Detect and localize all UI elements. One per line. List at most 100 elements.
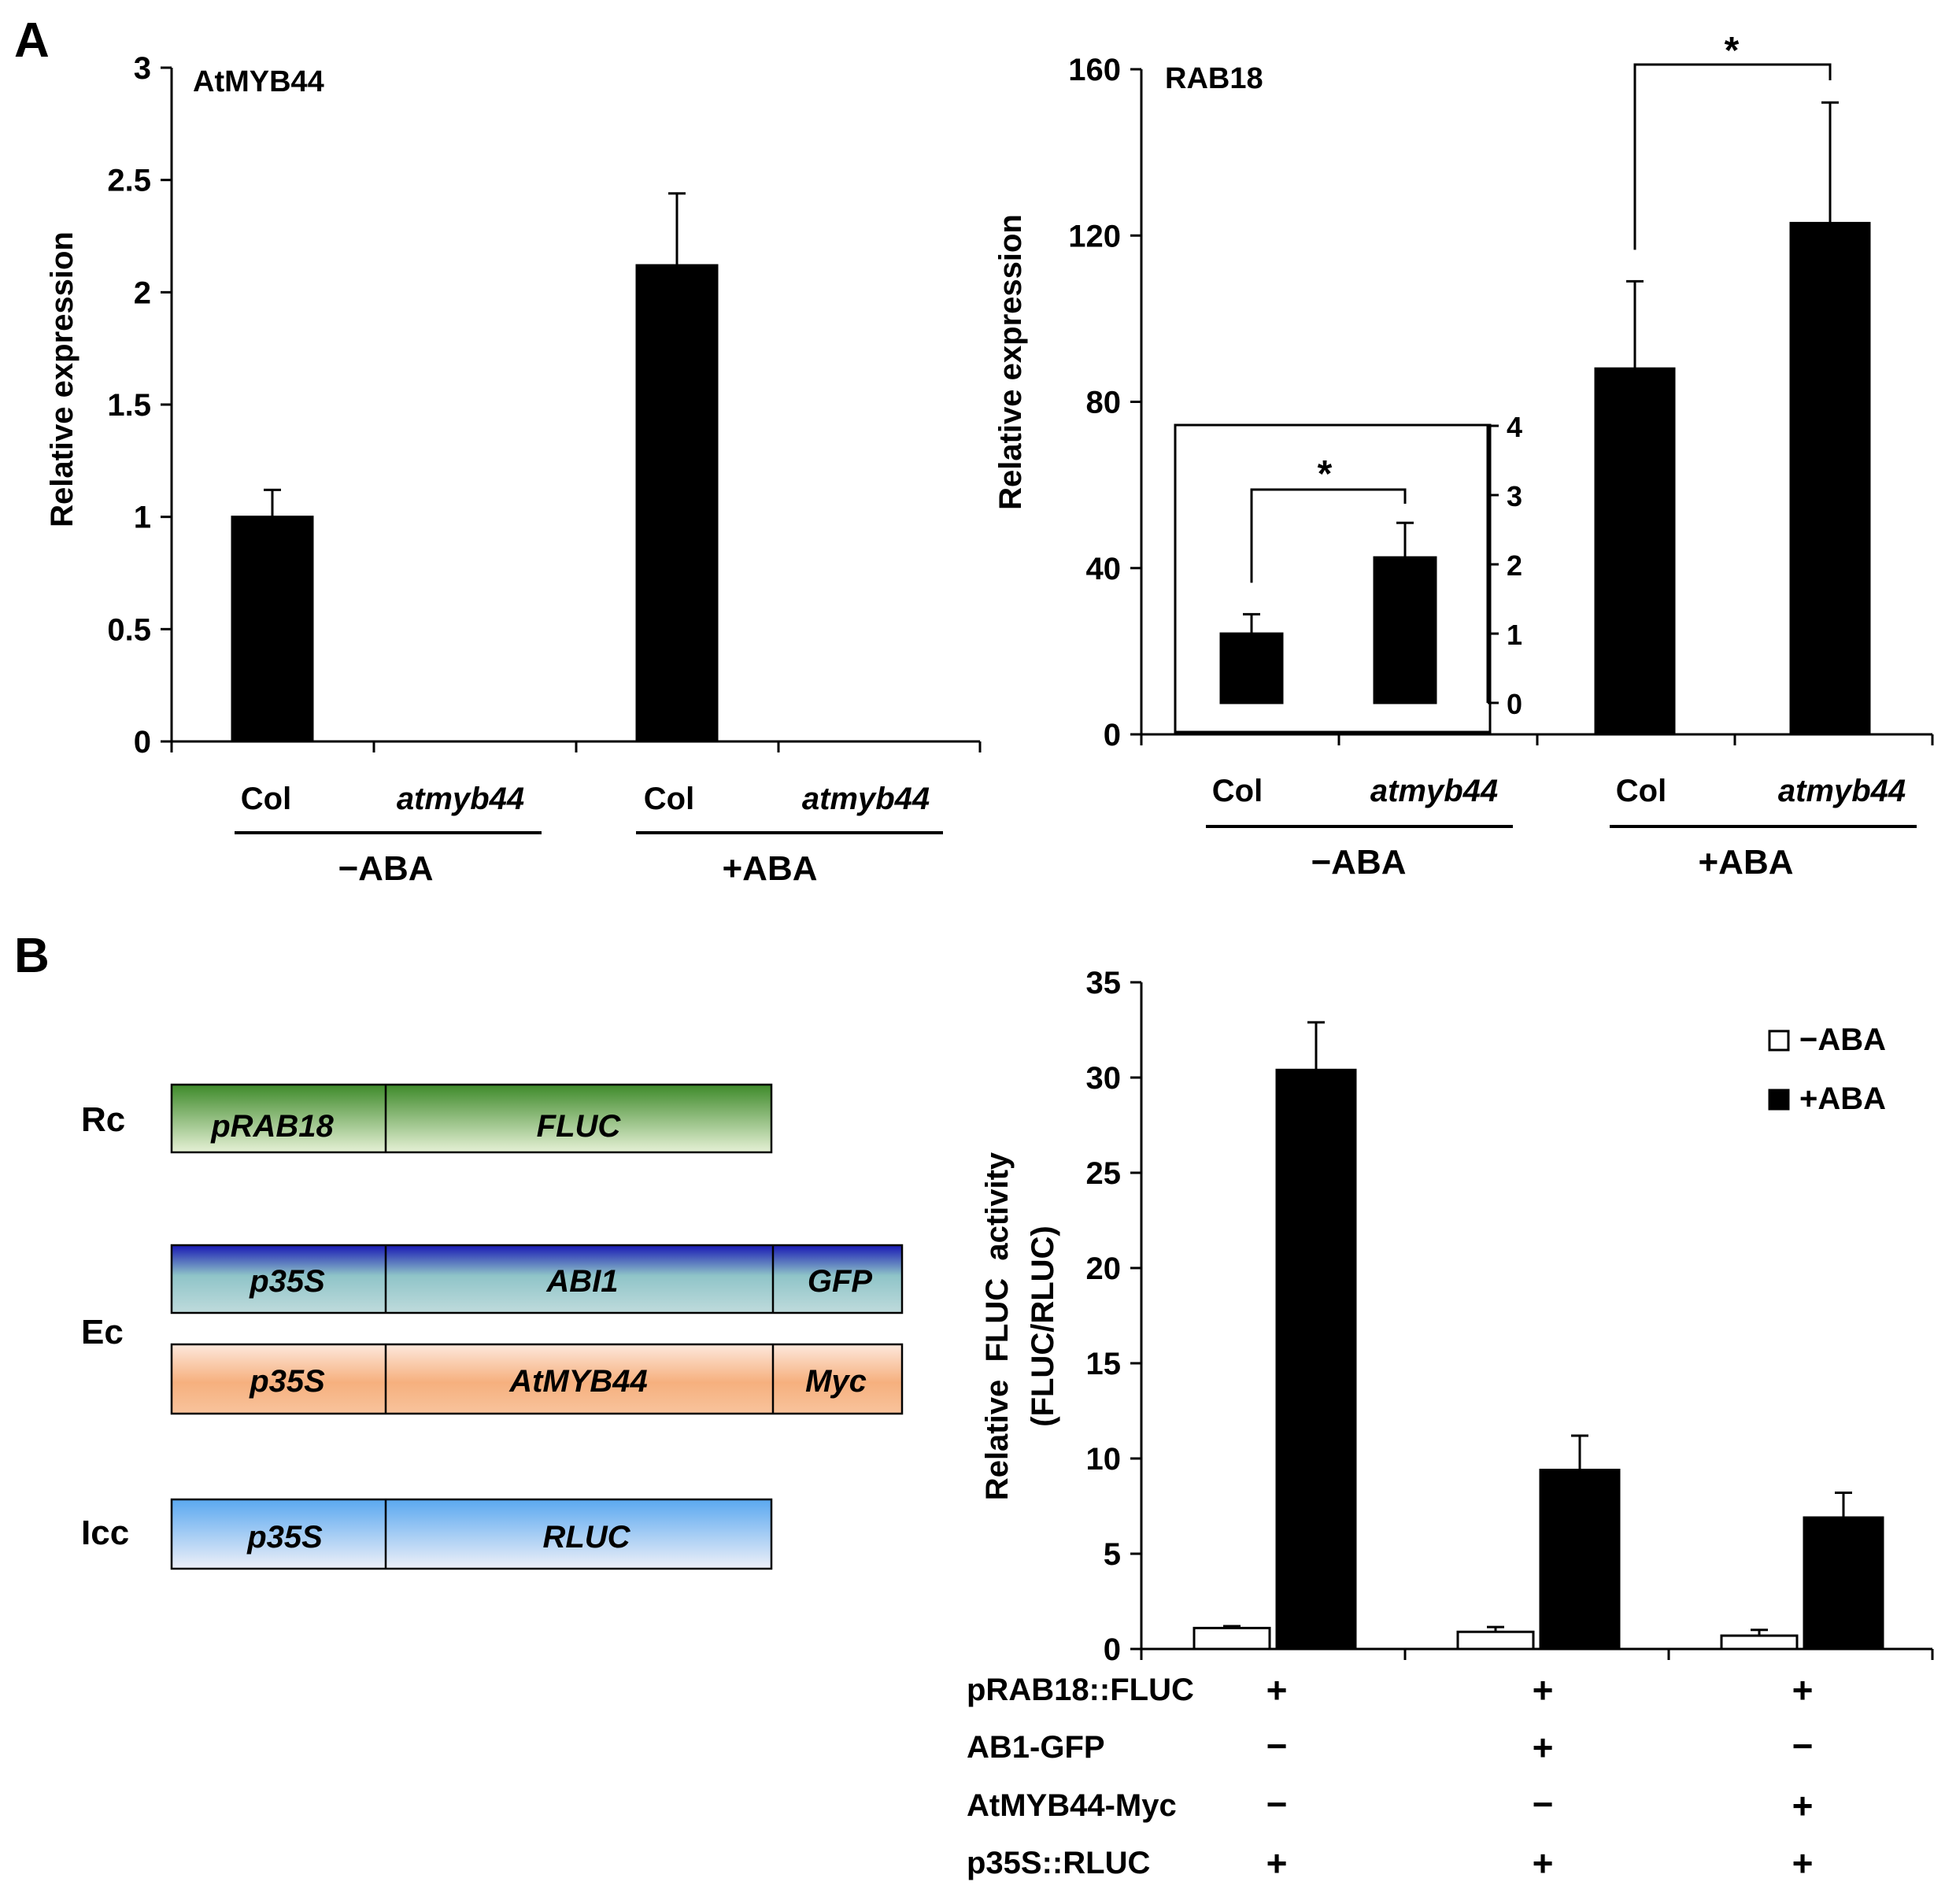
construct-rc: pRAB18 FLUC (170, 1083, 773, 1154)
chart-fluc-bar-minus-aba-1 (1193, 1626, 1271, 1651)
table-cell-1-3: + (1792, 1669, 1814, 1710)
chart-atmyb44-ytick-label-0: 0 (134, 725, 151, 760)
chart-fluc-ytick-label-1: 5 (1104, 1537, 1121, 1572)
chart-fluc-ytick-label-4: 20 (1086, 1251, 1122, 1286)
table-row-label-2: AB1-GFP (967, 1730, 1105, 1765)
table-row-label-3: AtMYB44-Myc (967, 1788, 1177, 1823)
chart-fluc-ytick-label-6: 30 (1086, 1061, 1122, 1096)
construct-ec-abi1-seg-1: p35S (249, 1264, 325, 1299)
chart-atmyb44-ytick-label-3: 1.5 (107, 388, 151, 423)
table-row-label-1: pRAB18::FLUC (967, 1673, 1194, 1707)
chart-atmyb44-cat-2: atmyb44 (397, 782, 524, 816)
chart-rab18-ylabel: Relative expression (993, 214, 1028, 510)
legend-label-minus-aba: −ABA (1799, 1022, 1886, 1057)
table-cell-2-1: − (1266, 1725, 1288, 1766)
construct-icc-seg-2: RLUC (542, 1520, 630, 1555)
construct-rc-bar (170, 1083, 773, 1154)
chart-rab18-significance-bracket (1633, 63, 1832, 250)
chart-atmyb44-cat-3: Col (644, 782, 694, 816)
chart-fluc-legend: −ABA +ABA (1768, 1022, 1886, 1116)
construct-ec-abi1-seg-3: GFP (808, 1264, 873, 1299)
chart-rab18-cat-1: Col (1212, 774, 1263, 808)
chart-fluc-table: pRAB18::FLUC AB1-GFP AtMYB44-Myc p35S::R… (967, 1669, 1813, 1884)
chart-rab18-ytick-label-1: 40 (1086, 552, 1122, 586)
table-cell-1-1: + (1266, 1669, 1288, 1710)
chart-atmyb44-group-1: −ABA (338, 849, 433, 888)
chart-rab18-inset-significance-bracket (1250, 488, 1407, 583)
chart-rab18-group-2: +ABA (1698, 843, 1793, 882)
legend-swatch-plus-aba (1768, 1089, 1790, 1111)
construct-rc-seg-2: FLUC (537, 1109, 622, 1144)
construct-ec-atmyb44-bar (170, 1343, 904, 1415)
chart-atmyb44-ytick-label-4: 2 (134, 275, 151, 310)
chart-rab18-marks: 0 40 80 120 160 0 1 2 3 4 (1068, 53, 1934, 752)
chart-fluc-ylabel2: (FLUC/RLUC) (1026, 1226, 1060, 1427)
construct-label-icc: Icc (81, 1514, 129, 1552)
chart-rab18-inset-ytick-label-0: 0 (1507, 688, 1522, 720)
chart-fluc-ytick-label-3: 15 (1086, 1347, 1122, 1381)
chart-rab18-inset-ytick-label-1: 1 (1507, 619, 1522, 651)
chart-rab18-inset-significance: * (1318, 453, 1333, 495)
construct-ec-atmyb44-seg-3: Myc (805, 1364, 867, 1399)
construct-icc-bar (170, 1498, 773, 1570)
chart-rab18-ytick-label-2: 80 (1086, 386, 1122, 420)
panel-label-b: B (14, 929, 50, 983)
chart-atmyb44-cat-4: atmyb44 (802, 782, 930, 816)
legend-label-plus-aba: +ABA (1799, 1081, 1886, 1116)
chart-rab18-cat-2: atmyb44 (1370, 774, 1498, 808)
table-cell-2-2: + (1533, 1727, 1554, 1768)
chart-atmyb44-ytick-label-5: 2.5 (107, 164, 151, 198)
chart-rab18-inset-ytick-label-4: 4 (1507, 411, 1522, 443)
construct-ec-abi1-seg-2: ABI1 (545, 1264, 618, 1299)
construct-rc-seg-1: pRAB18 (210, 1109, 334, 1144)
table-cell-1-2: + (1533, 1669, 1554, 1710)
chart-fluc-ylabel: Relative FLUC activity (980, 1152, 1015, 1500)
chart-rab18-bar-3 (1594, 367, 1676, 736)
construct-icc-seg-1: p35S (246, 1520, 323, 1555)
chart-atmyb44: 0 0.5 1 1.5 2 2.5 3 AtMYB44 Relative expressio… (45, 51, 982, 888)
chart-rab18-bar-4 (1789, 221, 1871, 736)
chart-rab18-inset-ytick-label-3: 3 (1507, 480, 1522, 512)
table-cell-3-1: − (1266, 1784, 1288, 1825)
chart-atmyb44-group-2: +ABA (722, 849, 817, 888)
chart-rab18-ytick-label-4: 160 (1068, 53, 1121, 87)
chart-rab18-significance: * (1725, 30, 1740, 72)
table-cell-3-2: − (1533, 1784, 1554, 1825)
construct-ec-abi1-bar (170, 1244, 904, 1314)
legend-swatch-minus-aba (1768, 1030, 1790, 1052)
chart-atmyb44-ytick-label-1: 0.5 (107, 612, 151, 647)
table-cell-3-3: + (1792, 1785, 1814, 1826)
chart-fluc-ytick-label-5: 25 (1086, 1156, 1122, 1191)
chart-rab18-cat-4: atmyb44 (1778, 774, 1906, 808)
construct-ec-atmyb44: p35S AtMYB44 Myc (170, 1343, 904, 1415)
chart-fluc: 0 5 10 15 20 25 30 35 Relative FLUC activity (F… (967, 966, 1934, 1884)
chart-atmyb44-title: AtMYB44 (193, 65, 324, 98)
chart-atmyb44-ytick-label-2: 1 (134, 501, 151, 535)
panel-label-a: A (14, 13, 50, 68)
table-row-label-4: p35S::RLUC (967, 1846, 1150, 1880)
table-cell-2-3: − (1792, 1725, 1814, 1766)
chart-fluc-marks: 0 5 10 15 20 25 30 35 (1086, 966, 1934, 1667)
chart-rab18-title: RAB18 (1165, 62, 1263, 95)
chart-fluc-bar-plus-aba-1 (1275, 1068, 1357, 1651)
chart-fluc-bar-minus-aba-3 (1720, 1634, 1799, 1651)
chart-fluc-bar-plus-aba-3 (1803, 1516, 1884, 1651)
chart-rab18-ytick-label-0: 0 (1104, 718, 1121, 752)
chart-atmyb44-marks: 0 0.5 1 1.5 2 2.5 3 (107, 51, 982, 760)
construct-label-rc: Rc (81, 1100, 125, 1139)
chart-rab18-group-1: −ABA (1311, 843, 1406, 882)
chart-fluc-bar-minus-aba-2 (1456, 1630, 1535, 1651)
chart-rab18-inset-bar-1 (1219, 632, 1284, 704)
chart-rab18-inset-bar-2 (1373, 556, 1437, 704)
chart-fluc-ytick-label-2: 10 (1086, 1442, 1122, 1477)
construct-ec-abi1: p35S ABI1 GFP (170, 1244, 904, 1314)
table-cell-4-2: + (1533, 1843, 1554, 1884)
construct-label-ec: Ec (81, 1313, 124, 1351)
chart-atmyb44-cat-1: Col (241, 782, 291, 816)
chart-fluc-bar-plus-aba-2 (1539, 1469, 1621, 1651)
construct-diagram: Rc Ec Icc pRAB18 FLUC p35S ABI1 GFP p35S… (81, 1083, 904, 1570)
chart-atmyb44-ylabel: Relative expression (45, 231, 80, 527)
chart-rab18: 0 40 80 120 160 0 1 2 3 4 RAB18 Relative expressi… (993, 30, 1934, 882)
chart-rab18-inset-ytick-label-2: 2 (1507, 549, 1522, 582)
